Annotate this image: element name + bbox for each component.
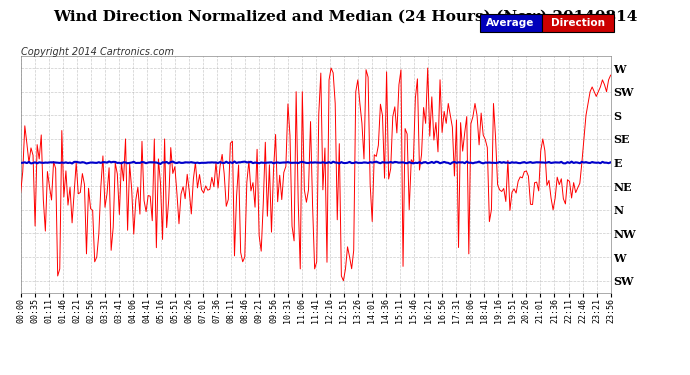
Text: Direction: Direction [551,18,605,28]
Text: Average: Average [486,18,535,28]
Text: Wind Direction Normalized and Median (24 Hours) (New) 20140814: Wind Direction Normalized and Median (24… [53,9,637,23]
Text: Copyright 2014 Cartronics.com: Copyright 2014 Cartronics.com [21,47,174,57]
